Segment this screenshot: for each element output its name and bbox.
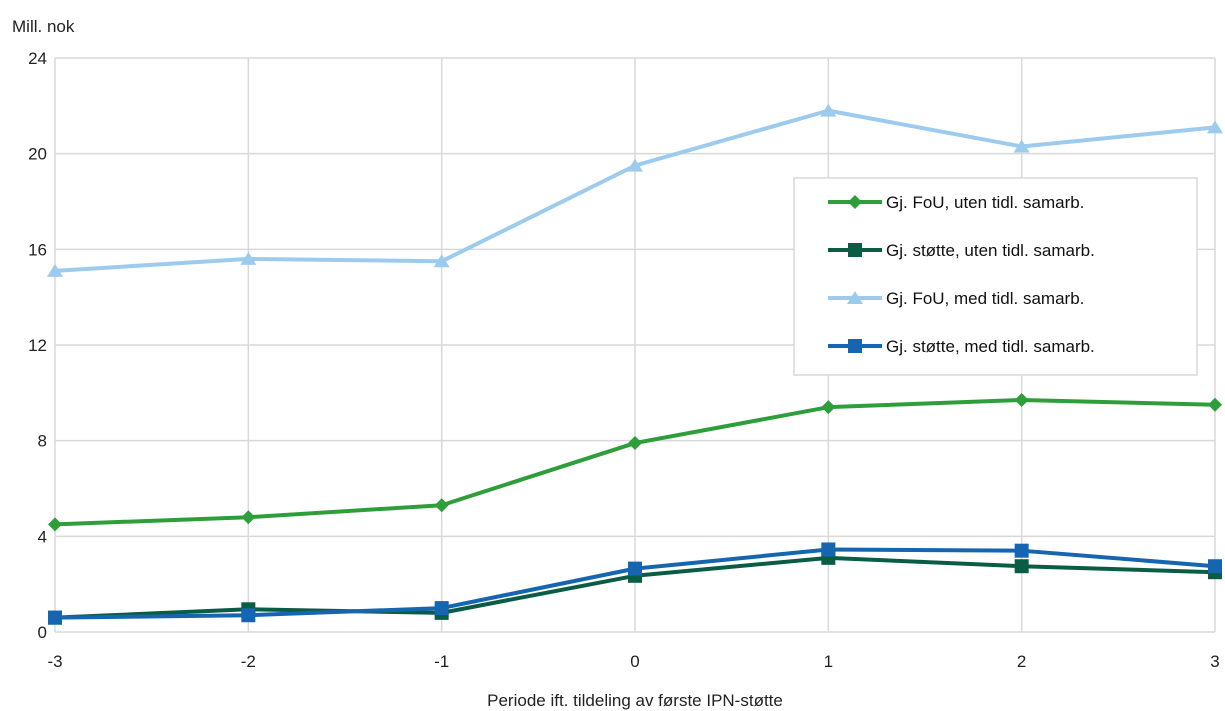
- x-axis-ticks: -3 -2 -1 0 1 2 3: [47, 652, 1219, 671]
- x-tick-label: -2: [241, 652, 256, 671]
- square-marker: [434, 601, 449, 616]
- triangle-marker: [47, 263, 63, 277]
- y-axis-title: Mill. nok: [12, 17, 75, 36]
- y-tick-label: 4: [38, 527, 47, 546]
- diamond-marker: [1014, 393, 1029, 408]
- diamond-marker: [1208, 397, 1222, 412]
- legend-label: Gj. FoU, med tidl. samarb.: [886, 289, 1084, 308]
- legend-label: Gj. FoU, uten tidl. samarb.: [886, 193, 1084, 212]
- square-marker: [848, 243, 862, 257]
- square-marker: [821, 542, 836, 557]
- square-marker: [48, 610, 62, 625]
- x-tick-label: 0: [630, 652, 639, 671]
- y-tick-label: 8: [38, 432, 47, 451]
- triangle-marker: [240, 251, 257, 265]
- diamond-marker: [434, 498, 449, 513]
- series-1: [48, 393, 1222, 532]
- x-axis-title: Periode ift. tildeling av første IPN-stø…: [487, 691, 783, 710]
- y-tick-label: 16: [28, 240, 47, 259]
- legend-label: Gj. støtte, med tidl. samarb.: [886, 337, 1095, 356]
- square-marker: [241, 608, 256, 623]
- legend-item: Gj. FoU, uten tidl. samarb.: [828, 193, 1084, 212]
- triangle-marker: [627, 158, 643, 172]
- y-axis-ticks: 0 4 8 12 16 20 24: [28, 49, 47, 642]
- diamond-marker: [48, 517, 62, 532]
- square-marker: [1208, 559, 1222, 574]
- y-tick-label: 12: [28, 336, 47, 355]
- legend-item: Gj. støtte, uten tidl. samarb.: [828, 241, 1095, 260]
- y-tick-label: 24: [28, 49, 47, 68]
- triangle-marker: [1013, 139, 1030, 153]
- x-tick-label: 2: [1017, 652, 1026, 671]
- y-tick-label: 20: [28, 145, 47, 164]
- legend-item: Gj. støtte, med tidl. samarb.: [828, 337, 1095, 356]
- triangle-marker: [1207, 120, 1223, 134]
- square-marker: [628, 561, 642, 576]
- legend-label: Gj. støtte, uten tidl. samarb.: [886, 241, 1095, 260]
- legend-item: Gj. FoU, med tidl. samarb.: [828, 289, 1084, 308]
- diamond-marker: [628, 436, 642, 451]
- square-marker: [1014, 543, 1029, 558]
- triangle-marker: [820, 103, 837, 117]
- triangle-marker: [847, 291, 863, 304]
- diamond-marker: [848, 195, 862, 209]
- diamond-marker: [241, 510, 256, 525]
- x-tick-label: -3: [47, 652, 62, 671]
- x-tick-label: 1: [824, 652, 833, 671]
- diamond-marker: [821, 400, 836, 415]
- series-4: [48, 542, 1222, 625]
- square-marker: [848, 339, 862, 353]
- y-tick-label: 0: [38, 623, 47, 642]
- square-marker: [1014, 559, 1029, 574]
- x-tick-label: 3: [1210, 652, 1219, 671]
- series-group: [47, 103, 1223, 625]
- triangle-marker: [433, 254, 450, 268]
- legend: Gj. FoU, uten tidl. samarb. Gj. støtte, u…: [793, 177, 1198, 376]
- x-tick-label: -1: [434, 652, 449, 671]
- series-3: [47, 103, 1223, 277]
